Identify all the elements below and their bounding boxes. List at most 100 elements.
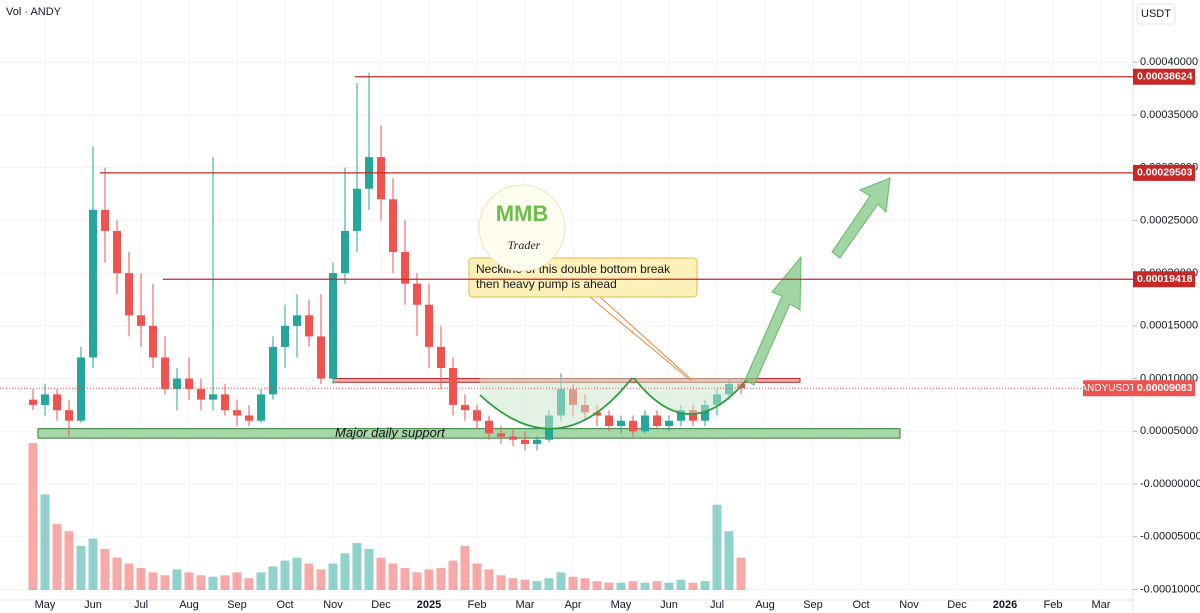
drawings: Neckline of this double bottom break the… bbox=[468, 177, 891, 430]
x-tick-label: Nov bbox=[899, 599, 919, 611]
y-tick-label: -0.00000000 bbox=[1140, 478, 1200, 490]
candle-body bbox=[665, 420, 673, 427]
volume-bar bbox=[364, 548, 374, 590]
logo-text: Trader bbox=[508, 238, 541, 252]
volume-pane bbox=[28, 443, 746, 590]
x-tick-label: Feb bbox=[1044, 599, 1063, 611]
volume-bar bbox=[112, 557, 122, 590]
volume-bar bbox=[412, 572, 422, 590]
candle-body bbox=[113, 230, 121, 274]
y-tick-label: 0.00040000 bbox=[1140, 56, 1198, 68]
candle-body bbox=[197, 389, 205, 400]
volume-bar bbox=[172, 569, 182, 590]
candle-body bbox=[149, 325, 157, 358]
currency-button[interactable] bbox=[1136, 3, 1176, 25]
candle-body bbox=[449, 368, 457, 405]
candle-body bbox=[509, 436, 517, 440]
volume-bar bbox=[124, 563, 134, 590]
y-tick-label: 0.00015000 bbox=[1140, 320, 1198, 332]
volume-bar bbox=[376, 557, 386, 590]
volume-bar bbox=[508, 578, 518, 590]
x-tick-label: Mar bbox=[1092, 599, 1111, 611]
volume-bar bbox=[676, 579, 686, 590]
x-tick-label: Aug bbox=[179, 599, 199, 611]
candle-body bbox=[221, 394, 229, 411]
candle-body bbox=[629, 420, 637, 432]
candle-body bbox=[701, 404, 709, 421]
pattern-fill bbox=[480, 378, 632, 429]
volume-bar bbox=[580, 578, 590, 590]
volume-bar bbox=[160, 575, 170, 590]
candle-body bbox=[689, 410, 697, 421]
x-tick-label: Jul bbox=[134, 599, 148, 611]
candle-body bbox=[185, 378, 193, 390]
header: Vol · ANDY bbox=[6, 6, 62, 18]
volume-bar bbox=[280, 560, 290, 590]
x-tick-label: Dec bbox=[371, 599, 391, 611]
bottom-curve bbox=[479, 377, 633, 430]
logo bbox=[478, 184, 566, 272]
candle-body bbox=[593, 412, 601, 416]
volume-bar bbox=[700, 581, 710, 590]
volume-bar bbox=[484, 569, 494, 590]
candle-body bbox=[101, 209, 109, 231]
volume-bar bbox=[136, 567, 146, 590]
volume-bar bbox=[712, 504, 722, 590]
volume-bar bbox=[496, 575, 506, 590]
price-tag bbox=[1133, 68, 1195, 85]
candle-body bbox=[377, 157, 385, 200]
support-zone bbox=[37, 428, 901, 439]
arrow bbox=[744, 255, 802, 386]
annotation-text: then heavy pump is ahead bbox=[476, 277, 617, 291]
currency[interactable]: USDT bbox=[1141, 8, 1171, 20]
symbol-tag-label: ANDYUSDT bbox=[1080, 383, 1135, 394]
volume-bar bbox=[424, 569, 434, 590]
x-tick-label: May bbox=[611, 599, 632, 611]
candle-body bbox=[497, 433, 505, 437]
candle-body bbox=[617, 420, 625, 427]
y-tick-label: 0.00005000 bbox=[1140, 425, 1198, 437]
volume-bar bbox=[736, 557, 746, 590]
volume-bar bbox=[532, 581, 542, 590]
volume-bar bbox=[544, 578, 554, 590]
x-tick-label: Sep bbox=[803, 599, 823, 611]
candle-body bbox=[533, 439, 541, 444]
candle-body bbox=[233, 410, 241, 416]
volume-bar bbox=[400, 567, 410, 590]
x-tick-label: Jun bbox=[84, 599, 102, 611]
x-tick-label: Sep bbox=[227, 599, 247, 611]
candle-body bbox=[41, 394, 49, 405]
x-tick-label: Jun bbox=[660, 599, 678, 611]
candle-body bbox=[341, 230, 349, 274]
candle-body bbox=[425, 304, 433, 347]
volume-bar bbox=[64, 531, 74, 590]
volume-bar bbox=[292, 557, 302, 590]
volume-bar bbox=[76, 545, 86, 590]
price-tag bbox=[1133, 271, 1195, 288]
x-tick-label: 2026 bbox=[993, 599, 1017, 611]
candle-body bbox=[161, 357, 169, 390]
candle-body bbox=[173, 378, 181, 390]
volume-bar bbox=[640, 582, 650, 590]
volume-bar bbox=[556, 572, 566, 590]
x-tick-label: Feb bbox=[468, 599, 487, 611]
candle-body bbox=[605, 415, 613, 427]
volume-bar bbox=[616, 582, 626, 590]
candle-body bbox=[353, 188, 361, 231]
candle-body bbox=[245, 415, 253, 421]
volume-bar bbox=[388, 563, 398, 590]
volume-bar bbox=[592, 581, 602, 590]
volume-bar bbox=[724, 531, 734, 590]
candle-body bbox=[437, 346, 445, 369]
volume-bar bbox=[460, 545, 470, 590]
volume-bar bbox=[256, 572, 266, 590]
candle-body bbox=[329, 273, 337, 379]
volume-bar bbox=[40, 494, 50, 590]
volume-bar bbox=[100, 548, 110, 590]
y-tick-label: -0.00010000 bbox=[1140, 583, 1200, 595]
volume-bar bbox=[196, 575, 206, 590]
volume-bar bbox=[220, 575, 230, 590]
candle-body bbox=[89, 209, 97, 358]
